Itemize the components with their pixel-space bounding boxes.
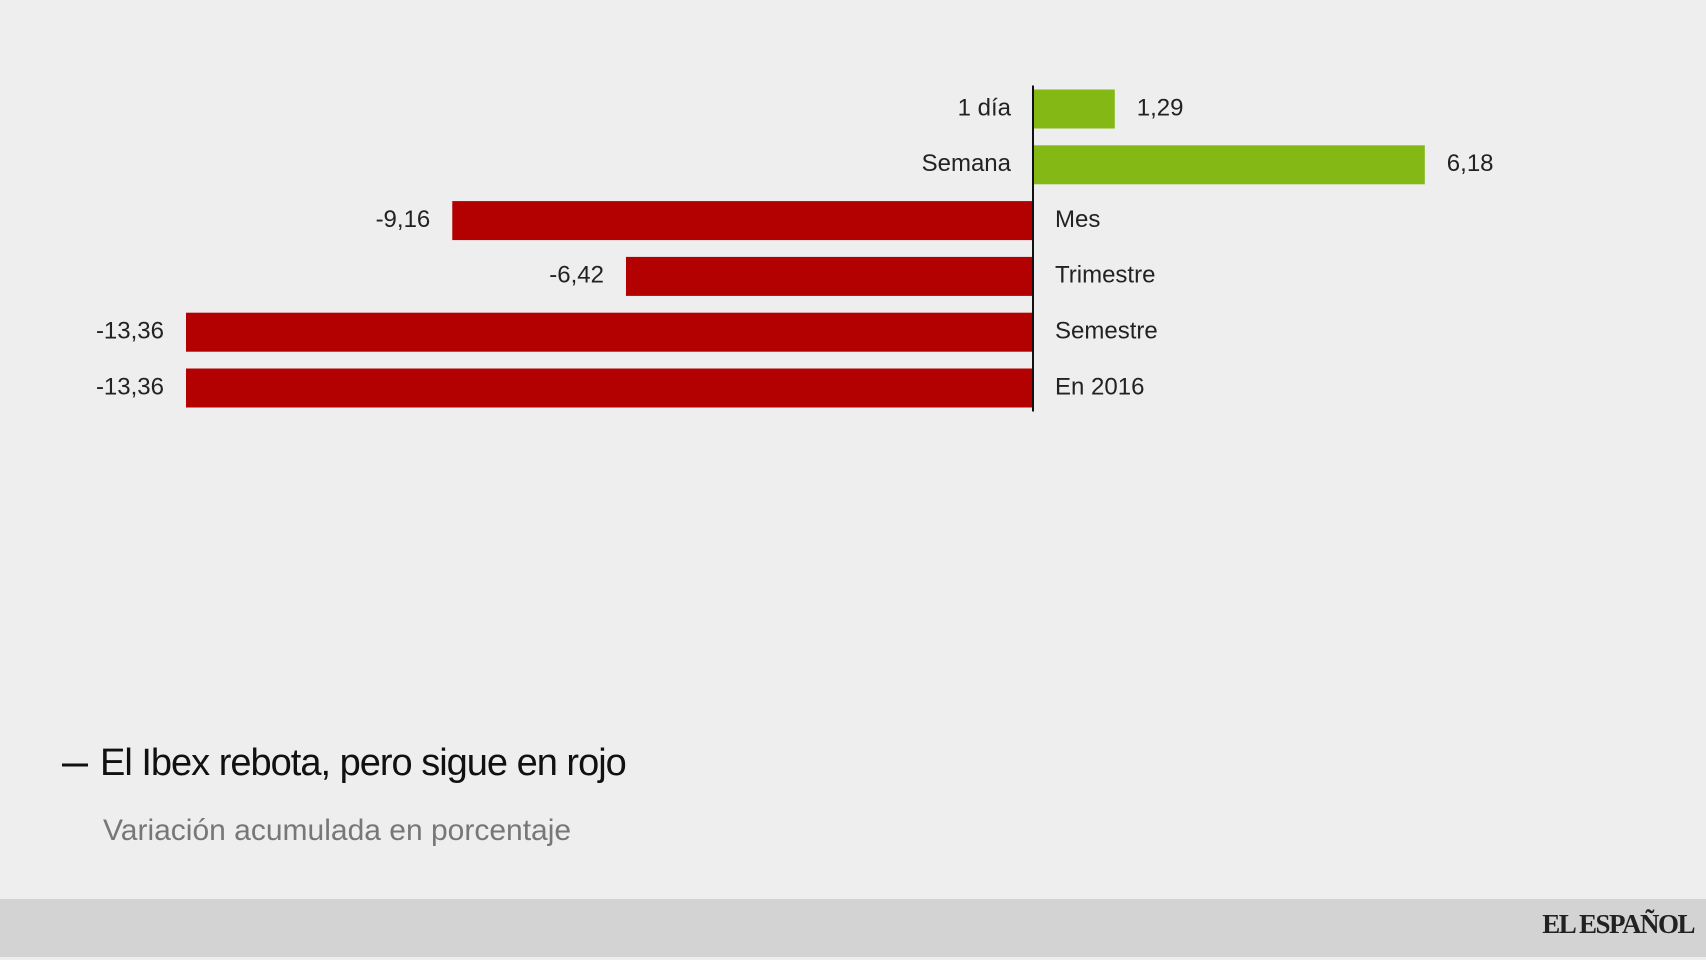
- brand: EL ESPAÑOL: [1542, 909, 1694, 939]
- value-label: 6,18: [1447, 150, 1494, 177]
- bar: [452, 201, 1033, 241]
- value-label: -13,36: [96, 373, 164, 400]
- footer-band: [0, 899, 1706, 957]
- chart-title: El Ibex rebota, pero sigue en rojo: [100, 742, 626, 784]
- chart-subtitle: Variación acumulada en porcentaje: [103, 814, 571, 847]
- value-label: -9,16: [376, 206, 431, 233]
- bar: [186, 368, 1033, 408]
- bar: [1033, 145, 1425, 185]
- value-label: -13,36: [96, 318, 164, 345]
- bar: [625, 256, 1033, 296]
- value-label: -6,42: [549, 262, 604, 289]
- value-label: 1,29: [1137, 94, 1184, 121]
- category-label: Semestre: [1055, 318, 1158, 345]
- bar: [186, 312, 1033, 352]
- category-label: 1 día: [958, 94, 1012, 121]
- category-label: Semana: [922, 150, 1012, 177]
- bar: [1033, 89, 1115, 129]
- category-label: En 2016: [1055, 373, 1144, 400]
- category-label: Trimestre: [1055, 262, 1155, 289]
- category-label: Mes: [1055, 206, 1100, 233]
